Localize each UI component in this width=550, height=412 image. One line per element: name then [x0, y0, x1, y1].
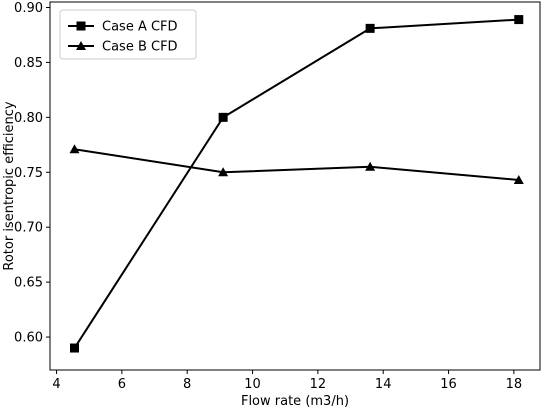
y-tick-label: 0.60 — [14, 331, 43, 346]
data-point-triangle — [365, 161, 376, 171]
data-point-square — [365, 23, 375, 33]
data-point-square — [70, 343, 79, 353]
y-axis-label: Rotor isentropic efficiency — [2, 101, 17, 271]
series-0 — [70, 15, 524, 353]
plot-area — [49, 1, 541, 371]
legend-item-case-a: Case A CFD — [68, 20, 178, 35]
x-axis-label: Flow rate (m3/h) — [241, 394, 349, 409]
y-axis-ticks: 0.60 0.65 0.70 0.75 0.80 0.85 0.90 — [14, 1, 50, 346]
x-tick-label: 8 — [183, 377, 191, 392]
x-tick-label: 4 — [52, 377, 60, 392]
legend-triangle-marker-icon — [76, 41, 86, 50]
series-line — [74, 148, 519, 181]
x-axis-ticks: 4 6 8 10 12 14 16 18 — [52, 370, 522, 392]
x-tick-label: 14 — [375, 377, 392, 392]
plot-frame — [49, 1, 541, 371]
data-point-square — [514, 15, 524, 25]
data-point-triangle — [513, 174, 524, 184]
y-tick-label: 0.65 — [14, 276, 43, 291]
x-tick-label: 16 — [440, 377, 457, 392]
series-line — [73, 18, 519, 349]
y-tick-label: 0.70 — [14, 221, 43, 236]
legend-square-marker-icon — [76, 21, 86, 31]
series-1 — [69, 144, 524, 184]
x-tick-label: 6 — [118, 377, 126, 392]
data-point-triangle — [218, 167, 229, 177]
x-tick-label: 10 — [244, 377, 261, 392]
data-point-square — [218, 112, 228, 122]
legend-label: Case A CFD — [102, 20, 178, 35]
data-point-triangle — [69, 144, 80, 154]
y-tick-label: 0.80 — [14, 111, 43, 126]
x-tick-label: 18 — [506, 377, 523, 392]
y-tick-label: 0.75 — [14, 166, 43, 181]
y-tick-label: 0.85 — [14, 56, 43, 71]
x-tick-label: 12 — [310, 377, 327, 392]
legend: Case A CFD Case B CFD — [59, 9, 197, 60]
y-tick-label: 0.90 — [14, 1, 43, 16]
legend-label: Case B CFD — [102, 40, 178, 55]
legend-item-case-b: Case B CFD — [68, 40, 178, 55]
